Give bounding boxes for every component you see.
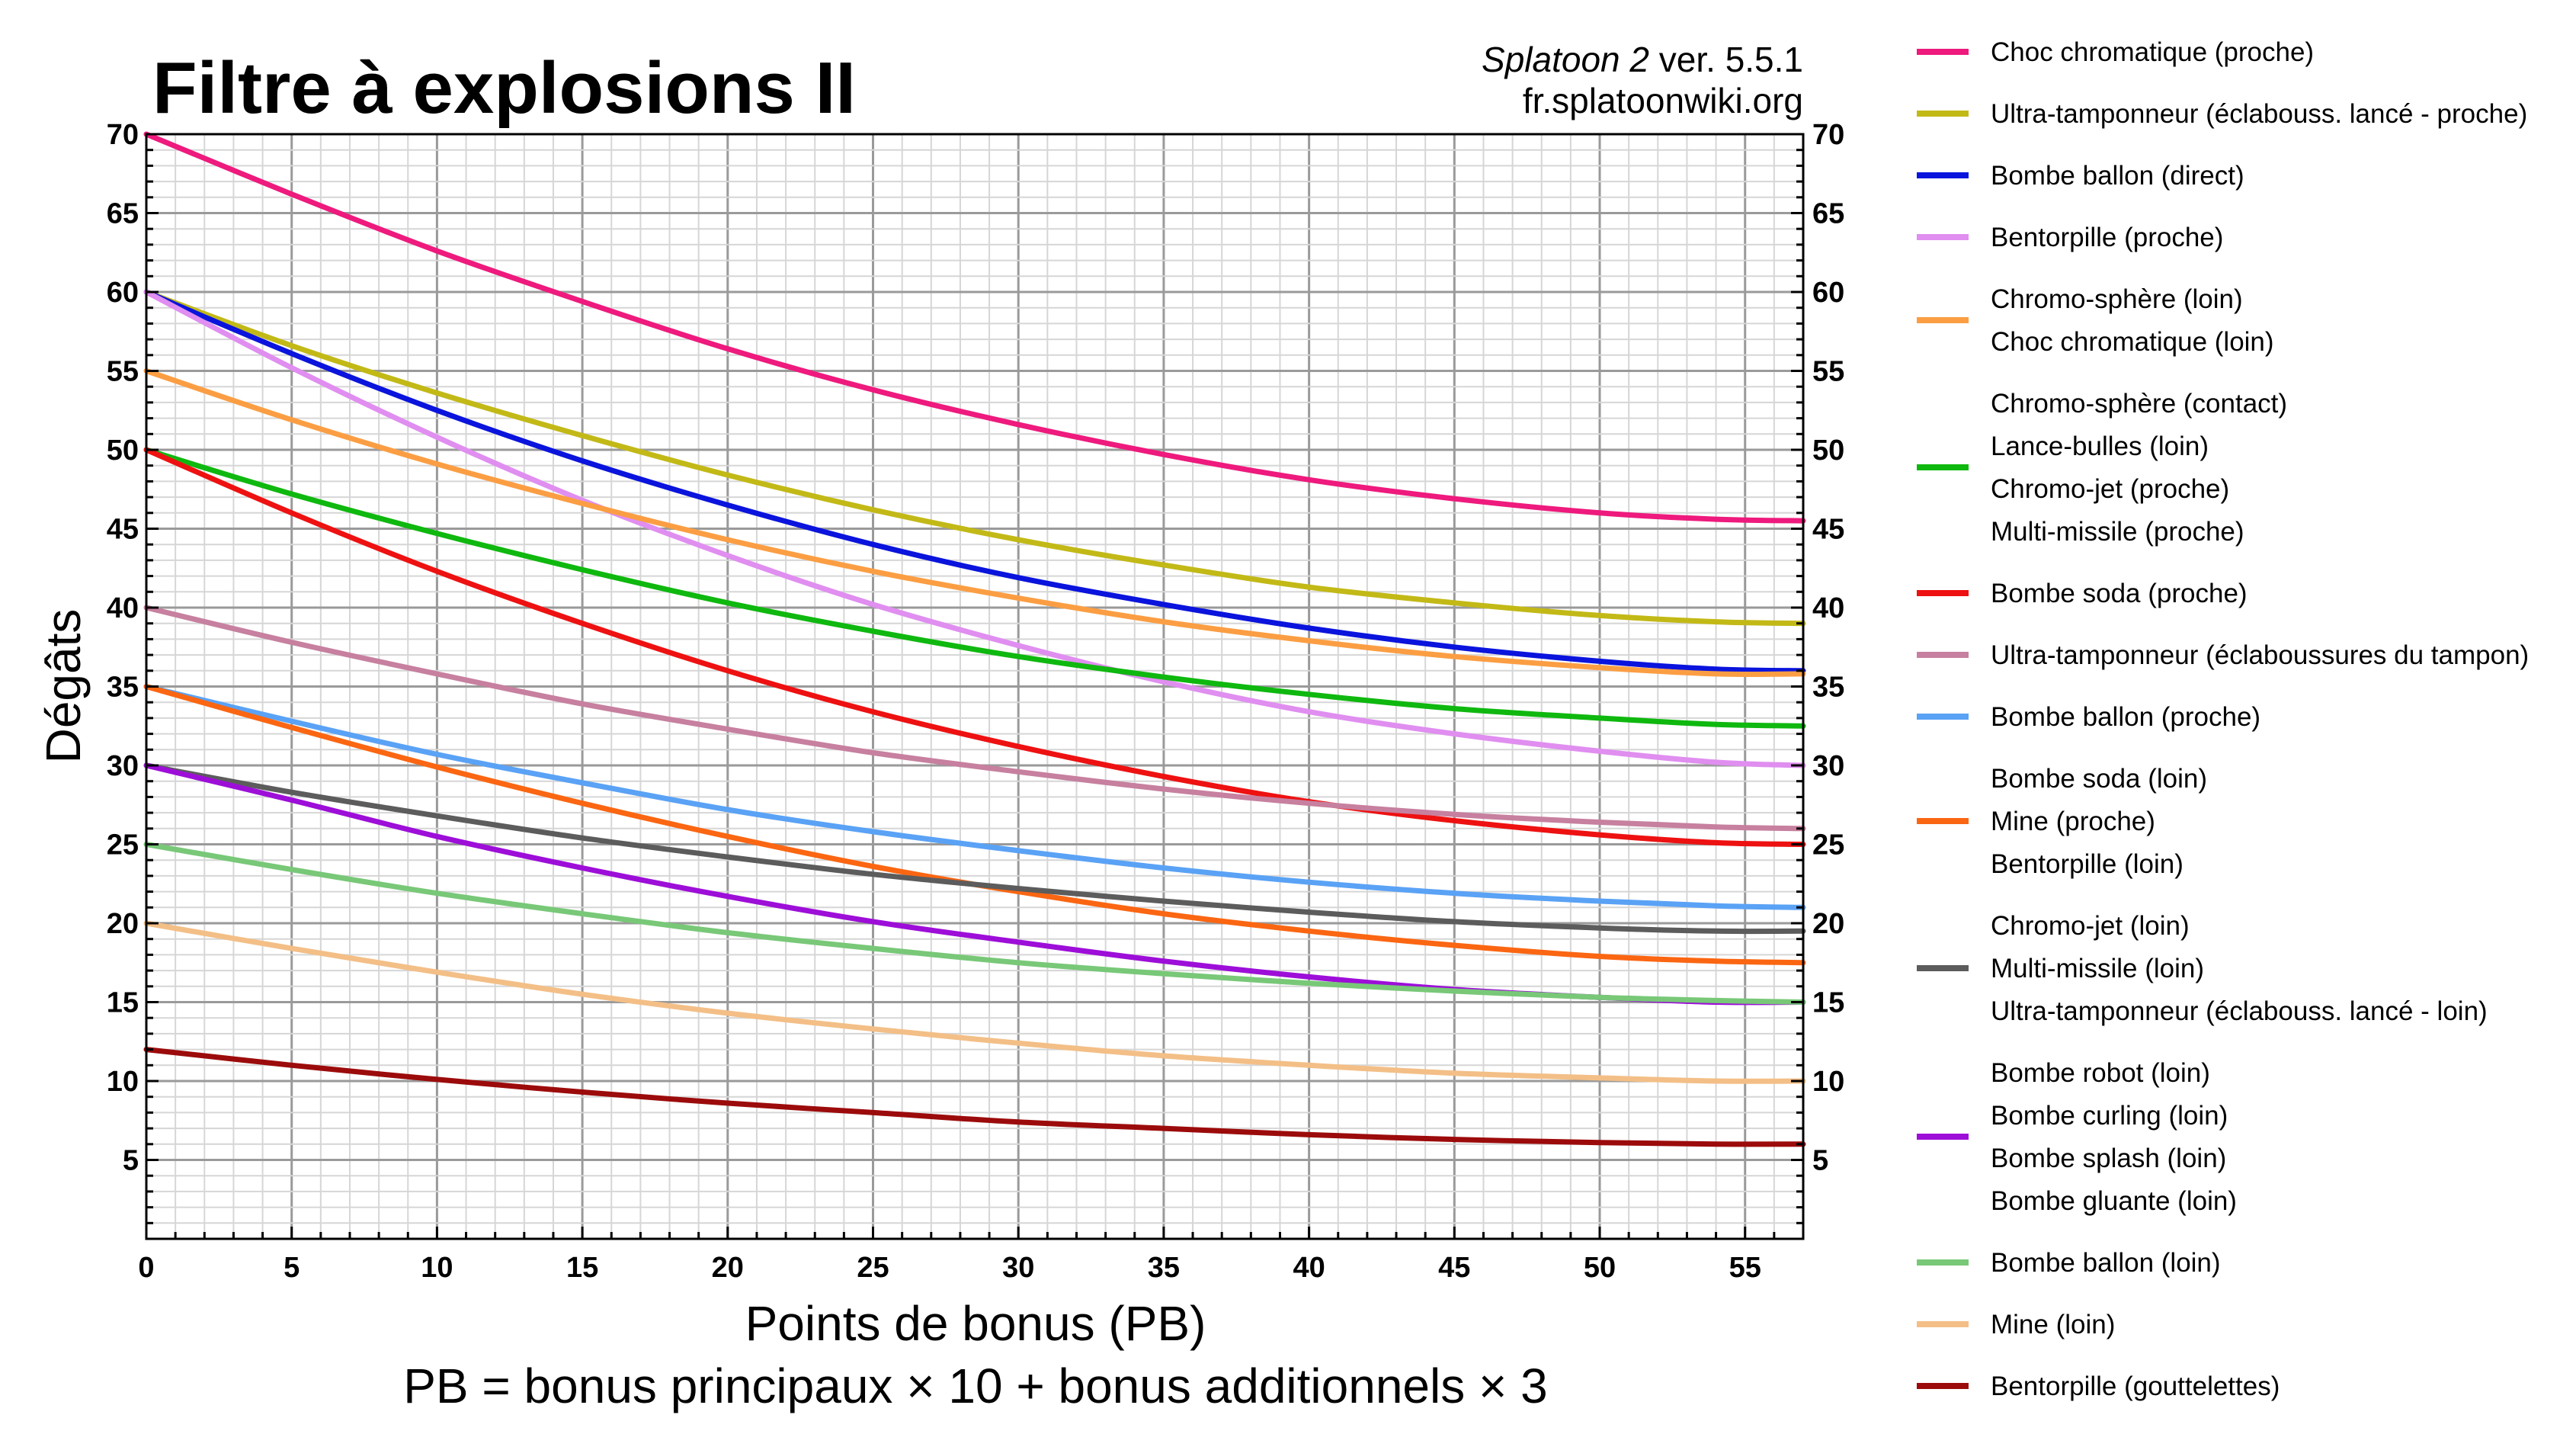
legend-label: Bentorpille (proche) [1991,223,2223,252]
x-tick-label: 45 [1438,1252,1470,1284]
y-tick-label-right: 5 [1812,1145,1828,1177]
legend-label: Mine (proche) [1991,807,2155,836]
y-tick-label-left: 60 [107,277,139,309]
legend-label: Ultra-tamponneur (éclaboussures du tampo… [1991,640,2529,670]
y-tick-label-right: 10 [1812,1066,1844,1098]
legend-label: Bombe splash (loin) [1991,1144,2226,1173]
x-axis-label: Points de bonus (PB) [745,1296,1206,1351]
legend-label: Bentorpille (gouttelettes) [1991,1371,2280,1401]
series-line-10 [143,762,1806,935]
credit-version-number: ver. 5.5.1 [1649,40,1803,79]
series-line-4 [143,368,1806,678]
legend-label: Bombe ballon (direct) [1991,161,2244,191]
y-tick-label-right: 35 [1812,672,1844,704]
legend-label: Multi-missile (loin) [1991,954,2204,983]
y-tick-label-left: 65 [107,198,139,230]
credit-version: Splatoon 2 ver. 5.5.1 [1482,40,1803,79]
series-lines [143,131,1806,1147]
y-tick-label-left: 5 [123,1145,139,1177]
y-tick-label-right: 25 [1812,829,1844,861]
series-line-7 [143,605,1806,832]
legend-label: Lance-bulles (loin) [1991,431,2209,461]
series-line-13 [143,920,1806,1084]
y-tick-label-left: 35 [107,672,139,704]
legend-label: Chromo-sphère (contact) [1991,389,2287,419]
x-tick-label: 50 [1584,1252,1616,1284]
legend-label: Bombe soda (loin) [1991,764,2207,794]
x-tick-label: 15 [566,1252,598,1284]
series-line-5 [143,447,1806,729]
y-axis-label: Dégâts [36,609,91,764]
legend-label: Bombe robot (loin) [1991,1058,2210,1088]
legend-label: Bombe gluante (loin) [1991,1186,2237,1216]
x-tick-label: 10 [421,1252,453,1284]
y-tick-label-right: 55 [1812,356,1844,388]
credit-site: fr.splatoonwiki.org [1523,81,1803,120]
x-tick-label: 20 [712,1252,744,1284]
credit-game-name: Splatoon 2 [1482,40,1649,79]
legend-label: Choc chromatique (loin) [1991,327,2274,357]
legend-label: Ultra-tamponneur (éclabouss. lancé - pro… [1991,99,2527,129]
legend-label: Multi-missile (proche) [1991,517,2244,547]
legend-label: Chromo-sphère (loin) [1991,284,2243,314]
legend-label: Bombe ballon (loin) [1991,1248,2221,1278]
legend: Choc chromatique (proche) Ultra-tamponneu… [1917,37,2529,1401]
y-tick-label-left: 15 [107,987,139,1019]
x-tick-label: 40 [1293,1252,1325,1284]
legend-label: Chromo-jet (loin) [1991,911,2190,941]
x-tick-label: 30 [1002,1252,1034,1284]
x-tick-label: 55 [1729,1252,1761,1284]
y-tick-label-left: 70 [107,119,139,151]
series-line-14 [143,1047,1806,1147]
legend-label: Mine (loin) [1991,1310,2115,1339]
y-tick-label-left: 30 [107,750,139,782]
y-tick-label-right: 30 [1812,750,1844,782]
legend-label: Bombe soda (proche) [1991,579,2248,608]
x-axis-formula: PB = bonus principaux × 10 + bonus addit… [403,1359,1548,1413]
series-line-0 [143,131,1806,524]
legend-label: Ultra-tamponneur (éclabouss. lancé - loi… [1991,996,2488,1026]
legend-label: Bentorpille (loin) [1991,849,2184,879]
y-tick-label-right: 40 [1812,592,1844,624]
x-tick-label: 5 [284,1252,300,1284]
x-tick-label: 35 [1148,1252,1180,1284]
y-tick-label-right: 20 [1812,908,1844,940]
y-tick-label-left: 20 [107,908,139,940]
legend-label: Chromo-jet (proche) [1991,474,2229,504]
y-tick-label-right: 50 [1812,435,1844,467]
y-tick-label-right: 45 [1812,514,1844,546]
x-tick-label: 0 [138,1252,154,1284]
y-tick-label-right: 65 [1812,198,1844,230]
legend-label: Bombe curling (loin) [1991,1101,2228,1131]
y-tick-label-right: 60 [1812,277,1844,309]
y-tick-label-left: 55 [107,356,139,388]
series-line-6 [143,447,1806,847]
legend-label: Choc chromatique (proche) [1991,37,2314,67]
chart-title: Filtre à explosions II [152,47,856,129]
y-tick-label-left: 25 [107,829,139,861]
legend-label: Bombe ballon (proche) [1991,702,2260,732]
series-line-8 [143,684,1806,910]
series-line-12 [143,842,1806,1005]
series-line-2 [143,289,1806,674]
series-line-3 [143,289,1806,768]
series-line-1 [143,289,1806,627]
y-tick-label-right: 15 [1812,987,1844,1019]
x-tick-label: 25 [857,1252,889,1284]
y-tick-label-left: 10 [107,1066,139,1098]
y-tick-label-left: 50 [107,435,139,467]
y-tick-label-right: 70 [1812,119,1844,151]
y-tick-label-left: 45 [107,514,139,546]
y-tick-label-left: 40 [107,592,139,624]
